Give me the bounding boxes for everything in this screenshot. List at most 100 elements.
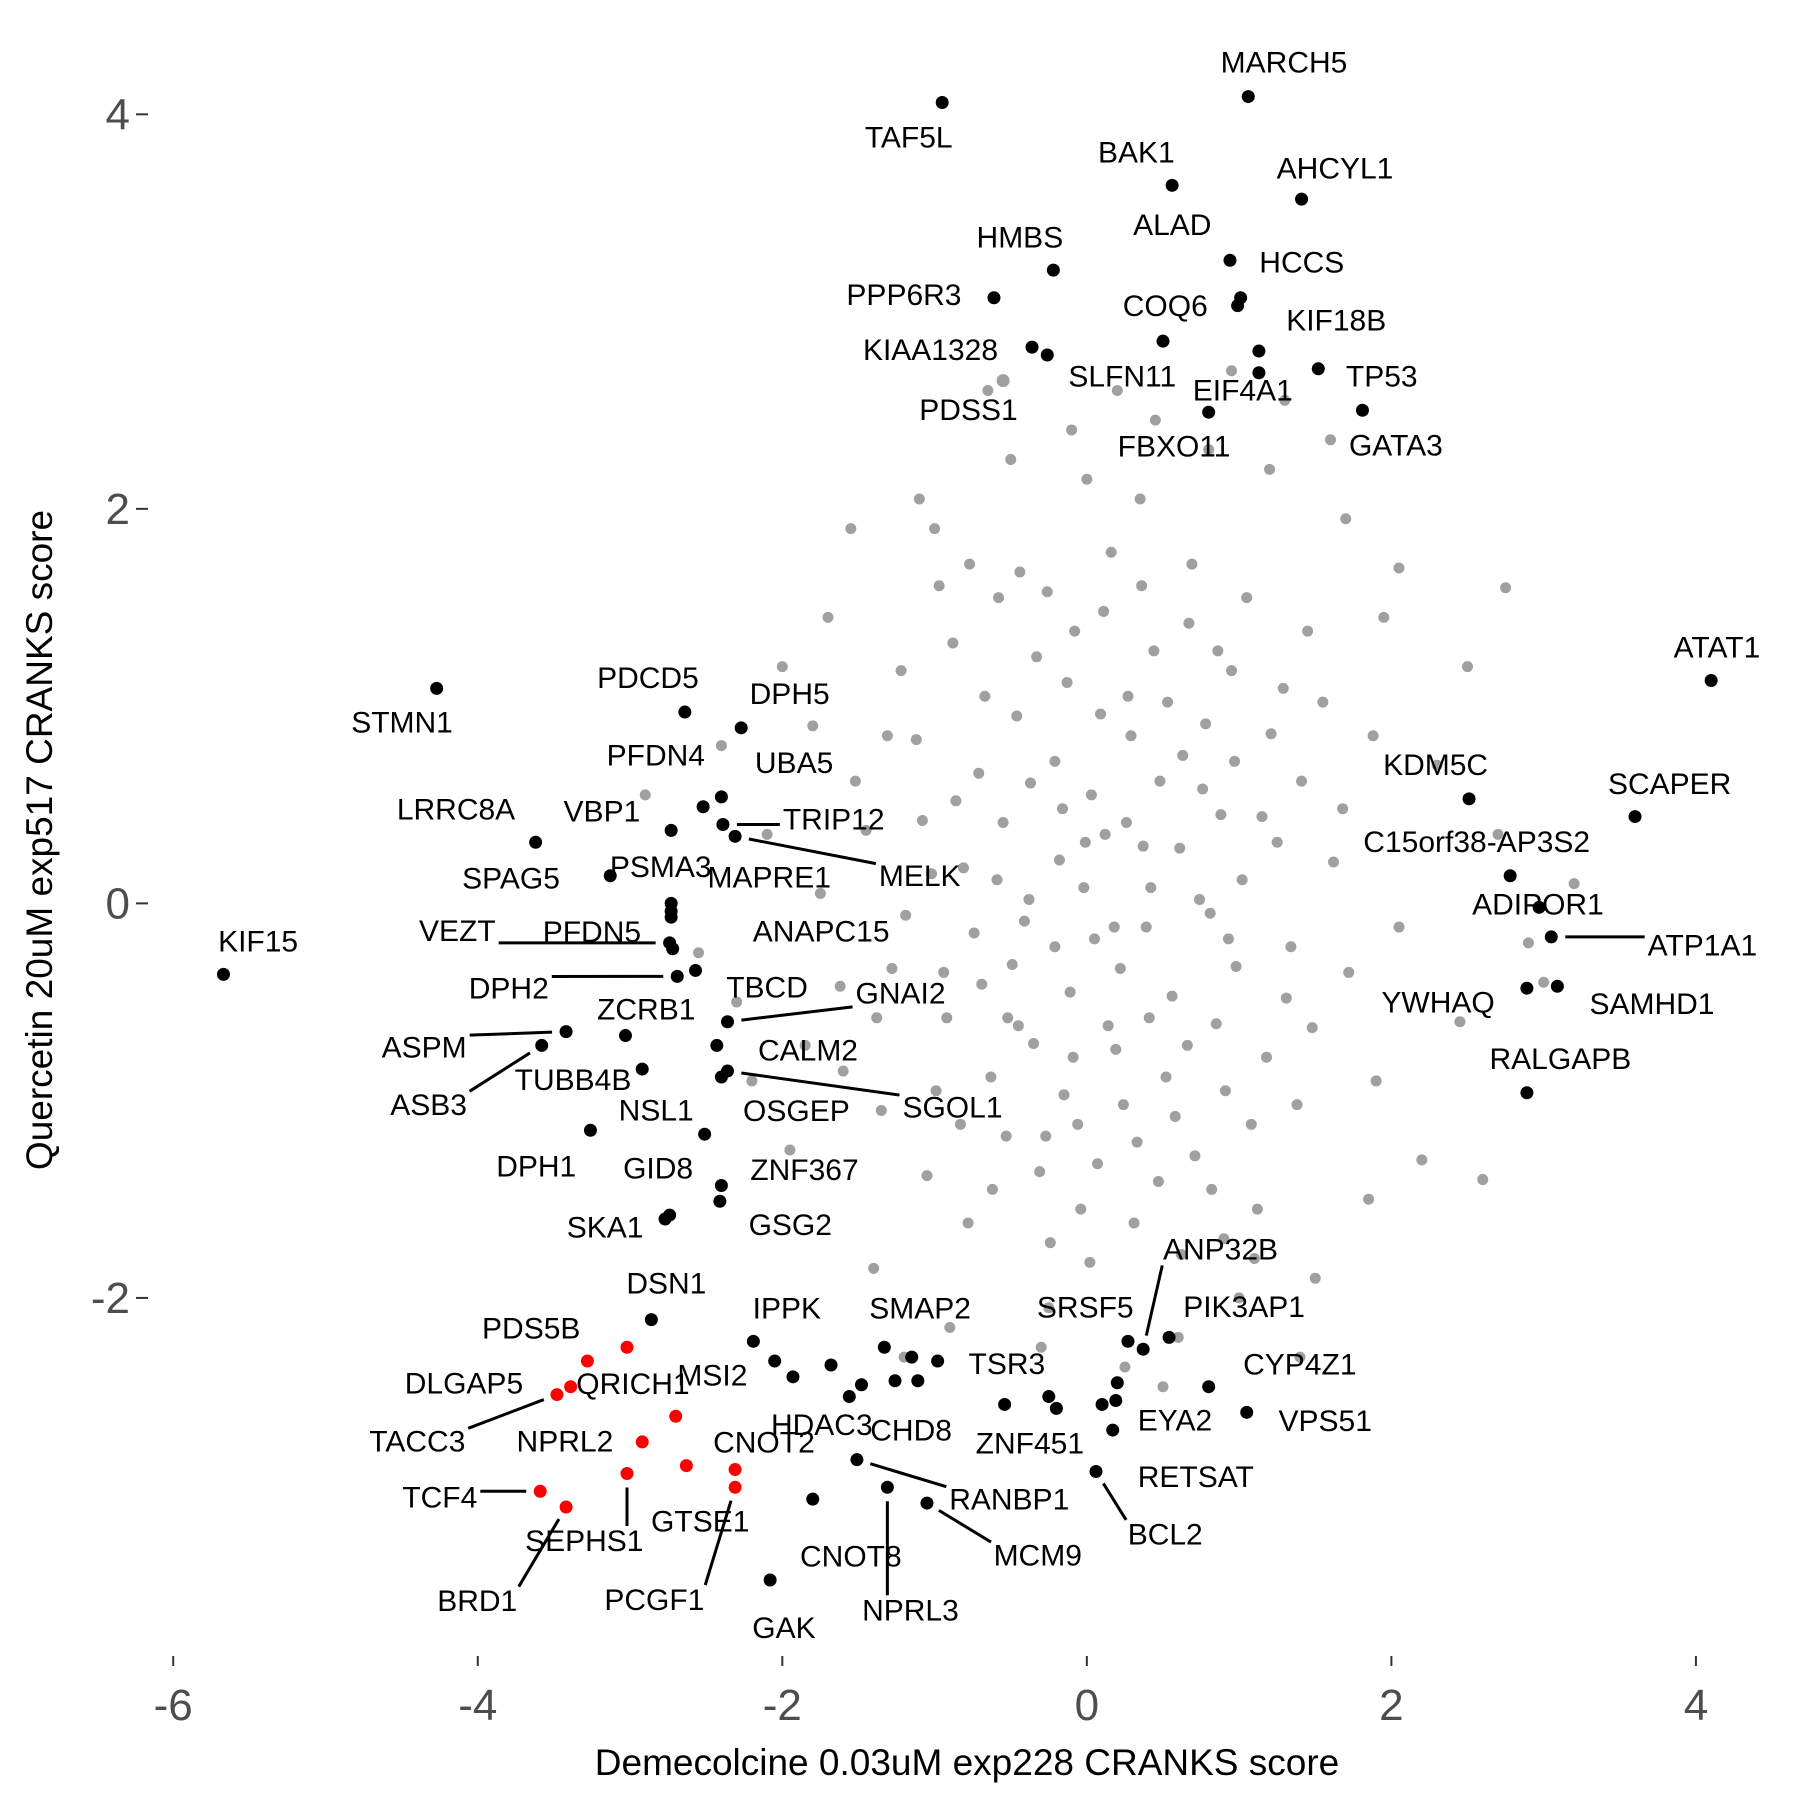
point xyxy=(1197,783,1209,795)
point xyxy=(1462,792,1476,806)
point xyxy=(910,734,922,746)
point-label: PSMA3 xyxy=(610,851,712,884)
point xyxy=(1111,384,1123,396)
point xyxy=(1186,558,1198,570)
point xyxy=(938,966,950,978)
point xyxy=(698,1127,712,1141)
point xyxy=(888,1374,902,1388)
point xyxy=(1119,1361,1131,1373)
point xyxy=(1174,842,1186,854)
point xyxy=(550,1388,564,1402)
point xyxy=(1089,1465,1103,1479)
point xyxy=(1302,625,1314,637)
point xyxy=(1098,605,1110,617)
point xyxy=(1025,777,1037,789)
point xyxy=(987,291,1001,305)
point-label: DPH2 xyxy=(469,973,549,1006)
point xyxy=(1165,178,1179,192)
point xyxy=(1025,340,1039,354)
point-label: BAK1 xyxy=(1098,137,1175,170)
point xyxy=(1291,1099,1303,1111)
point xyxy=(1175,1249,1187,1261)
point-label: MELK xyxy=(879,860,961,893)
point xyxy=(1477,1174,1489,1186)
point-label: TACC3 xyxy=(369,1425,465,1458)
point xyxy=(1105,546,1117,558)
point-label: KIF18B xyxy=(1286,305,1386,338)
point-label: TRIP12 xyxy=(783,803,885,836)
point xyxy=(776,661,788,673)
point xyxy=(1317,696,1329,708)
point xyxy=(746,1075,758,1087)
point xyxy=(1034,1166,1046,1178)
point-label: C15orf38-AP3S2 xyxy=(1363,826,1590,859)
point-label: FBXO11 xyxy=(1118,430,1231,463)
point xyxy=(1628,810,1642,824)
point xyxy=(1500,582,1512,594)
point-label: SCAPER xyxy=(1608,768,1731,801)
point xyxy=(734,721,748,735)
point xyxy=(1355,403,1369,417)
point xyxy=(900,909,912,921)
point-label: ATP1A1 xyxy=(1648,930,1758,963)
point xyxy=(761,828,773,840)
point xyxy=(968,927,980,939)
point-label: TCF4 xyxy=(402,1482,477,1515)
point xyxy=(1088,933,1100,945)
point xyxy=(1218,1233,1230,1245)
point xyxy=(1085,789,1097,801)
point xyxy=(1108,921,1120,933)
point xyxy=(1149,414,1161,426)
point xyxy=(1226,365,1238,377)
point xyxy=(430,681,444,695)
point xyxy=(1040,1130,1052,1142)
point xyxy=(1210,1018,1222,1030)
point xyxy=(1194,893,1206,905)
point xyxy=(720,1015,734,1029)
point xyxy=(1154,775,1166,787)
point xyxy=(728,829,742,843)
point xyxy=(1152,1176,1164,1188)
point xyxy=(998,1397,1012,1411)
point xyxy=(1203,444,1215,456)
point xyxy=(1011,710,1023,722)
point xyxy=(845,523,857,535)
point-label: GSG2 xyxy=(749,1209,832,1242)
point xyxy=(1328,856,1340,868)
point xyxy=(1183,617,1195,629)
point-label: ANAPC15 xyxy=(753,916,890,949)
point-label: YWHAQ xyxy=(1381,987,1494,1020)
point xyxy=(715,740,727,752)
point-label: OSGEP xyxy=(743,1095,850,1128)
point-label: NPRL3 xyxy=(862,1594,959,1627)
point-label: NSL1 xyxy=(619,1095,694,1128)
point-label: GTSE1 xyxy=(651,1506,749,1539)
point-label: ADIPOR1 xyxy=(1472,889,1604,922)
point-label: NPRL2 xyxy=(517,1425,614,1458)
point-label: KDM5C xyxy=(1383,749,1488,782)
point-label: ASB3 xyxy=(390,1089,467,1122)
point xyxy=(1231,299,1245,313)
point xyxy=(895,665,907,677)
point xyxy=(728,1463,742,1477)
point xyxy=(1704,673,1718,687)
leader-line xyxy=(469,1030,553,1037)
point xyxy=(559,1025,573,1039)
point xyxy=(985,1071,997,1083)
point xyxy=(1280,992,1292,1004)
point xyxy=(1049,941,1061,953)
point xyxy=(1040,348,1054,362)
point xyxy=(1222,933,1234,945)
point xyxy=(1236,874,1248,886)
point xyxy=(1261,1051,1273,1063)
point xyxy=(1265,728,1277,740)
leader-line xyxy=(869,1462,947,1489)
point xyxy=(982,384,994,396)
leader-line xyxy=(468,1051,531,1093)
point xyxy=(535,1038,549,1052)
point xyxy=(849,775,861,787)
point xyxy=(1012,1020,1024,1032)
point xyxy=(911,1374,925,1388)
point xyxy=(1109,1393,1123,1407)
